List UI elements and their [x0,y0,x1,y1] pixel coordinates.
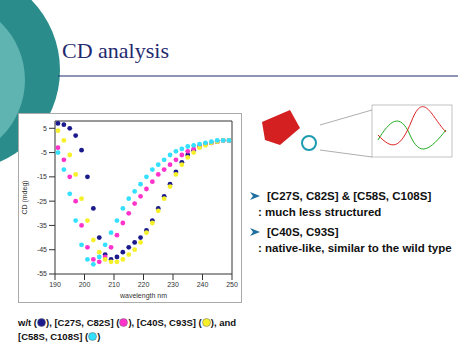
html-text:), and [C58S, C108S] (: ), and [C58S, C108S] ( [18,317,237,342]
svg-text:-5: -5 [41,149,47,156]
html-text:: much less structured: : much less structured [258,206,382,218]
svg-text:200: 200 [79,281,91,288]
svg-text:wavelength nm: wavelength nm [119,292,167,300]
svg-text:-55: -55 [37,270,47,277]
html-text:[C40S, C93S]: [C40S, C93S] [267,226,339,238]
svg-text:-25: -25 [37,198,47,205]
svg-text:CD (mdeg): CD (mdeg) [21,180,29,214]
svg-text:220: 220 [138,281,150,288]
html-text:: native-like, similar to the: : native-like, similar to the wild type [258,242,452,254]
html-text:), [C27S, C82S] (: ), [C27S, C82S] ( [46,317,120,328]
svg-text:-45: -45 [37,246,47,253]
html-text:[C27S, C82S] & [C58S, C108S]: [C27S, C82S] & [C58S, C108S] [267,190,432,202]
html-text:w/t (: w/t ( [18,317,37,328]
svg-text:240: 240 [197,281,209,288]
svg-text:5: 5 [43,125,47,132]
svg-text:210: 210 [108,281,120,288]
svg-text:250: 250 [226,281,238,288]
html-text:CD analysis: CD analysis [62,38,169,63]
html-text:), [C40S, C93S] (: ), [C40S, C93S] ( [128,317,202,328]
svg-text:-35: -35 [37,222,47,229]
svg-text:-15: -15 [37,173,47,180]
svg-text:230: 230 [167,281,179,288]
svg-text:190: 190 [49,281,61,288]
